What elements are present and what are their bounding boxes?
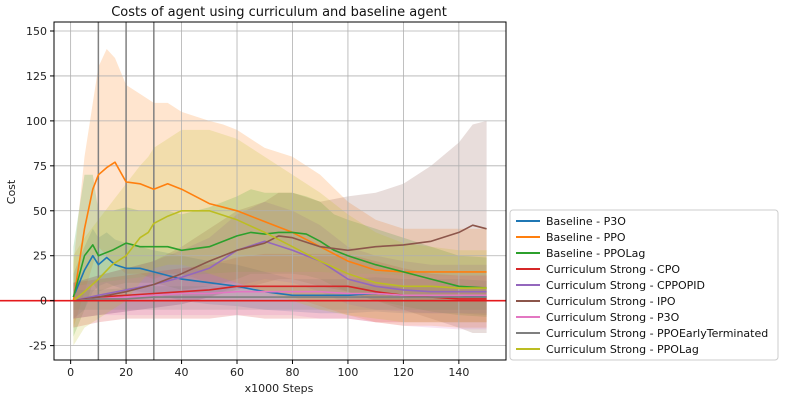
y-tick-label: 50 bbox=[33, 205, 47, 218]
line-series-2 bbox=[72, 231, 487, 298]
legend-entry: Curriculum Strong - CPO bbox=[546, 263, 680, 276]
x-tick-label: 60 bbox=[230, 366, 244, 379]
x-tick-label: 80 bbox=[285, 366, 299, 379]
y-axis: -25 0 25 50 75 100 125 150 bbox=[26, 25, 54, 353]
legend-box bbox=[509, 209, 779, 361]
legend-entry: Curriculum Strong - PPOLag bbox=[546, 343, 699, 356]
x-tick-label: 100 bbox=[337, 366, 358, 379]
band-series-8 bbox=[73, 129, 487, 346]
y-tick-label: 150 bbox=[26, 25, 47, 38]
line-series-7 bbox=[73, 296, 487, 302]
plot-frame bbox=[53, 21, 507, 361]
x-tick-label: 140 bbox=[448, 366, 469, 379]
line-series-4 bbox=[73, 240, 487, 302]
vertical-markers bbox=[97, 22, 155, 360]
legend-entry: Curriculum Strong - CPPOPID bbox=[546, 279, 705, 292]
y-tick-label: 75 bbox=[33, 160, 47, 173]
x-tick-label: 120 bbox=[393, 366, 414, 379]
line-series-8 bbox=[72, 210, 487, 302]
series-lines bbox=[72, 161, 487, 302]
line-series-1 bbox=[72, 161, 487, 301]
y-tick-label: 0 bbox=[40, 295, 47, 308]
x-tick-label: 40 bbox=[175, 366, 189, 379]
line-series-5 bbox=[73, 224, 487, 302]
x-axis-label: x1000 Steps bbox=[245, 382, 314, 395]
legend-entry: Curriculum Strong - P3O bbox=[546, 311, 680, 324]
legend-entry: Baseline - P3O bbox=[546, 215, 626, 228]
band-series-0 bbox=[73, 228, 487, 319]
x-tick-label: 20 bbox=[119, 366, 133, 379]
band-series-3 bbox=[73, 253, 487, 328]
legend-entry: Curriculum Strong - PPOEarlyTerminated bbox=[546, 327, 768, 340]
line-series-3 bbox=[73, 285, 487, 302]
legend-entry: Curriculum Strong - IPO bbox=[546, 295, 676, 308]
chart-title: Costs of agent using curriculum and base… bbox=[111, 5, 447, 20]
band-series-1 bbox=[73, 49, 487, 328]
y-tick-label: 100 bbox=[26, 115, 47, 128]
legend: Baseline - P3O Baseline - PPO Baseline - P… bbox=[509, 209, 779, 361]
y-tick-label: -25 bbox=[29, 340, 47, 353]
y-tick-label: 25 bbox=[33, 250, 47, 263]
y-axis-label: Cost bbox=[5, 179, 18, 204]
x-tick-label: 0 bbox=[67, 366, 74, 379]
legend-entry: Baseline - PPO bbox=[546, 231, 626, 244]
x-axis: 0 20 40 60 80 100 120 140 bbox=[67, 360, 469, 379]
band-series-4 bbox=[73, 201, 487, 319]
y-tick-label: 125 bbox=[26, 70, 47, 83]
line-series-6 bbox=[73, 290, 487, 302]
legend-entry: Baseline - PPOLag bbox=[546, 247, 645, 260]
